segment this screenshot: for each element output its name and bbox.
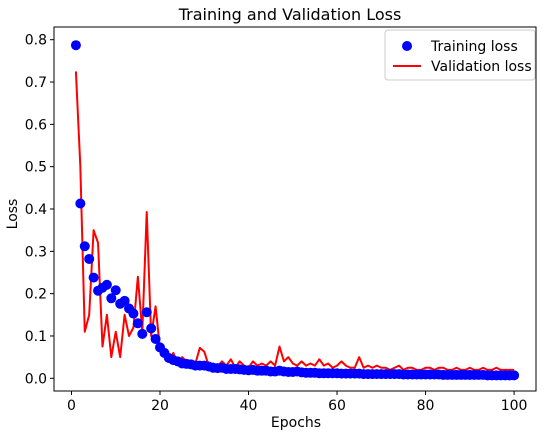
- x-tick-label: 80: [417, 398, 435, 414]
- plot-area: [70, 40, 520, 381]
- training-loss-point: [79, 241, 90, 252]
- training-loss-point: [70, 40, 81, 51]
- legend: Training loss Validation loss: [384, 29, 536, 81]
- x-axis: 0 20 40 60 80 100: [67, 391, 527, 414]
- training-loss-point: [110, 285, 121, 296]
- y-tick-label: 0.7: [25, 75, 47, 91]
- legend-marker-training: [402, 41, 412, 51]
- legend-box: [384, 29, 536, 81]
- training-loss-point: [137, 328, 148, 339]
- training-loss-point: [150, 333, 161, 344]
- training-loss-point: [509, 370, 520, 381]
- legend-label-training: Training loss: [430, 39, 518, 55]
- y-tick-label: 0.1: [25, 329, 47, 345]
- y-axis: 0.0 0.1 0.2 0.3 0.4 0.5 0.6 0.7 0.8: [25, 33, 54, 387]
- training-loss-point: [119, 295, 130, 306]
- training-loss-point: [141, 307, 152, 318]
- y-tick-label: 0.5: [25, 160, 47, 176]
- y-tick-label: 0.6: [25, 117, 47, 133]
- x-axis-label: Epochs: [271, 415, 321, 431]
- training-loss-point: [84, 253, 95, 264]
- training-loss-point: [75, 198, 86, 209]
- training-loss-point: [132, 318, 143, 329]
- training-loss-point: [106, 293, 117, 304]
- y-tick-label: 0.8: [25, 33, 47, 49]
- plot-frame: [53, 26, 537, 392]
- x-tick-label: 100: [501, 398, 528, 414]
- legend-label-validation: Validation loss: [431, 59, 532, 75]
- x-tick-label: 60: [328, 398, 346, 414]
- training-loss-point: [146, 323, 157, 334]
- training-loss-point: [101, 279, 112, 290]
- chart-title: Training and Validation Loss: [178, 5, 402, 24]
- y-tick-label: 0.0: [25, 371, 47, 387]
- training-loss-point: [88, 272, 99, 283]
- x-tick-label: 40: [240, 398, 258, 414]
- y-tick-label: 0.4: [25, 202, 47, 218]
- validation-loss-line: [74, 71, 515, 371]
- x-tick-label: 0: [67, 398, 76, 414]
- y-tick-label: 0.2: [25, 287, 47, 303]
- y-axis-label: Loss: [5, 199, 21, 230]
- training-loss-point: [128, 308, 139, 319]
- x-tick-label: 20: [151, 398, 169, 414]
- y-tick-label: 0.3: [25, 244, 47, 260]
